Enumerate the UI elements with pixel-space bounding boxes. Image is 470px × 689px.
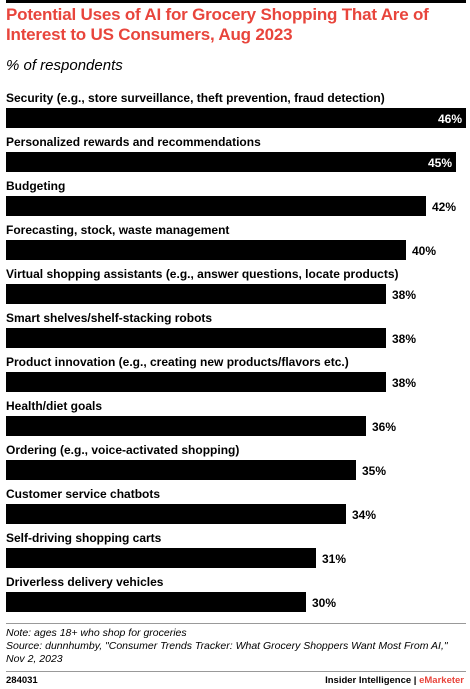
- category-label: Ordering (e.g., voice-activated shopping…: [6, 443, 239, 457]
- chart-title: Potential Uses of AI for Grocery Shoppin…: [6, 5, 429, 44]
- brand-separator: |: [411, 675, 420, 686]
- category-label: Security (e.g., store surveillance, thef…: [6, 91, 385, 105]
- bar: [6, 416, 366, 436]
- brand-credit: Insider Intelligence | eMarketer: [325, 675, 464, 686]
- bar: [6, 504, 346, 524]
- value-label: 42%: [432, 200, 456, 214]
- footer-rule: [6, 623, 466, 624]
- category-label: Budgeting: [6, 179, 65, 193]
- category-label: Self-driving shopping carts: [6, 531, 162, 545]
- category-label: Personalized rewards and recommendations: [6, 135, 261, 149]
- value-label: 36%: [372, 420, 396, 434]
- category-label: Product innovation (e.g., creating new p…: [6, 355, 349, 369]
- bar: [6, 460, 356, 480]
- value-label: 40%: [412, 244, 436, 258]
- value-label: 31%: [322, 552, 346, 566]
- bar: [6, 328, 386, 348]
- bar: [6, 372, 386, 392]
- top-rule: [6, 0, 466, 3]
- value-label: 34%: [352, 508, 376, 522]
- footnote: Note: ages 18+ who shop for groceries So…: [6, 627, 466, 666]
- brand-emarketer: eMarketer: [419, 675, 464, 686]
- source-text: Source: dunnhumby, "Consumer Trends Trac…: [6, 640, 448, 665]
- category-label: Virtual shopping assistants (e.g., answe…: [6, 267, 399, 281]
- chart-subtitle: % of respondents: [6, 57, 123, 74]
- category-label: Customer service chatbots: [6, 487, 160, 501]
- value-label: 38%: [392, 288, 416, 302]
- bottom-rule: [6, 671, 466, 672]
- chart-id: 284031: [6, 675, 38, 686]
- bar: [6, 284, 386, 304]
- value-label: 35%: [362, 464, 386, 478]
- category-label: Smart shelves/shelf-stacking robots: [6, 311, 212, 325]
- bar: [6, 108, 466, 128]
- value-label: 38%: [392, 332, 416, 346]
- value-label: 30%: [312, 596, 336, 610]
- brand-insider-intelligence: Insider Intelligence: [325, 675, 412, 686]
- bar-chart: Security (e.g., store surveillance, thef…: [6, 91, 466, 612]
- value-label: 46%: [438, 112, 462, 126]
- value-label: 45%: [428, 156, 452, 170]
- category-label: Health/diet goals: [6, 399, 102, 413]
- bar: [6, 592, 306, 612]
- bar: [6, 196, 426, 216]
- bar: [6, 152, 456, 172]
- value-label: 38%: [392, 376, 416, 390]
- bar: [6, 240, 406, 260]
- note-text: Note: ages 18+ who shop for groceries: [6, 627, 187, 639]
- category-label: Forecasting, stock, waste management: [6, 223, 229, 237]
- bar: [6, 548, 316, 568]
- category-label: Driverless delivery vehicles: [6, 575, 164, 589]
